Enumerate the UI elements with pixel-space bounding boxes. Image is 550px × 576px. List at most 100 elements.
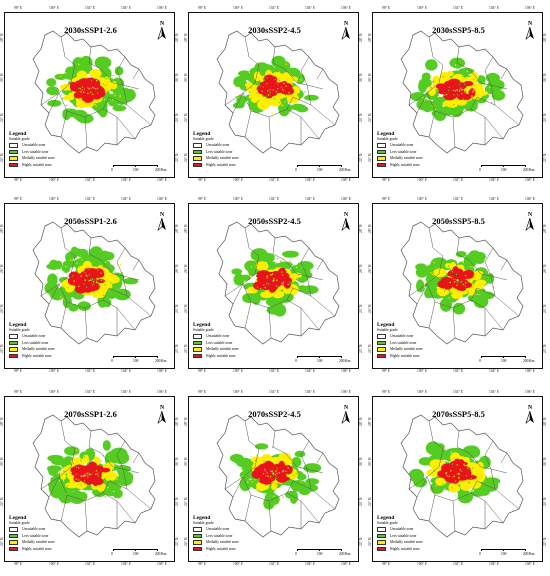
- less-suitable-area: [48, 466, 57, 476]
- medially-suitable-area: [244, 82, 254, 88]
- latitude-label: 24° N: [543, 113, 547, 122]
- highly-suitable-area: [95, 88, 106, 98]
- less-suitable-area: [242, 293, 256, 304]
- medially-suitable-area: [257, 99, 270, 110]
- north-label: N: [527, 212, 533, 218]
- longitude-label: 102° E: [85, 178, 95, 182]
- longitude-label: 100° E: [417, 197, 427, 201]
- scale-unit: Km: [161, 359, 167, 363]
- legend-item: Unsuitable zone: [193, 333, 263, 340]
- prefecture-boundary: [272, 46, 286, 70]
- longitude-label: 98° E: [197, 390, 207, 394]
- panel-title: 2030sSSP2-4.5: [248, 25, 301, 35]
- longitude-label: 104° E: [489, 197, 499, 201]
- legend-swatch: [377, 546, 386, 551]
- top-longitude-axis: 98° E 100° E 102° E 104° E 106° E: [372, 197, 543, 203]
- less-suitable-area: [62, 108, 78, 118]
- prefecture-boundary: [60, 227, 76, 275]
- prefecture-boundary: [484, 440, 508, 474]
- longitude-label: 104° E: [489, 6, 499, 10]
- latitude-label: 22° N: [175, 153, 179, 162]
- bottom-longitude-axis: 98° E 100° E 102° E 104° E 106° E: [4, 369, 175, 375]
- prefecture-boundary: [116, 440, 140, 474]
- scale-tick-label: 100: [317, 552, 323, 556]
- province-boundary: [32, 221, 156, 345]
- less-suitable-area: [97, 251, 107, 264]
- legend-title: Legend: [377, 322, 395, 328]
- prefecture-boundary: [244, 420, 260, 468]
- longitude-label: 100° E: [49, 369, 59, 373]
- longitude-label: 102° E: [269, 197, 279, 201]
- right-latitude-axis: 28° N 26° N 24° N 22° N: [359, 12, 363, 178]
- legend-item: Highly suitable zone: [193, 353, 263, 360]
- medially-suitable-area: [84, 101, 95, 108]
- medially-suitable-area: [261, 292, 273, 299]
- legend-swatch: [9, 353, 18, 358]
- top-longitude-axis: 98° E 100° E 102° E 104° E 106° E: [188, 390, 359, 396]
- longitude-label: 104° E: [121, 562, 131, 566]
- scale-tick-label: 0: [295, 359, 297, 363]
- longitude-label: 102° E: [85, 369, 95, 373]
- longitude-label: 100° E: [417, 562, 427, 566]
- prefecture-boundary: [116, 56, 140, 90]
- medially-suitable-area: [472, 471, 486, 482]
- longitude-label: 98° E: [197, 178, 207, 182]
- legend-swatch: [193, 340, 202, 345]
- legend-swatch: [377, 162, 386, 167]
- right-latitude-axis: 28° N 26° N 24° N 22° N: [543, 396, 547, 562]
- less-suitable-area: [462, 445, 479, 458]
- scale-tick-label: 200: [339, 552, 345, 556]
- province-boundary: [32, 414, 156, 538]
- map-frame: 2070sSSP2-4.5 N Legend Suitable grade Unsuit…: [188, 396, 359, 562]
- legend-item: Medially suitable zone: [193, 539, 263, 546]
- longitude-label: 100° E: [417, 6, 427, 10]
- longitude-label: 98° E: [13, 6, 23, 10]
- latitude-label: 24° N: [543, 497, 547, 506]
- north-label: N: [159, 212, 165, 218]
- longitude-label: 98° E: [13, 178, 23, 182]
- medially-suitable-area: [255, 261, 269, 272]
- top-longitude-axis: 98° E 100° E 102° E 104° E 106° E: [4, 390, 175, 396]
- legend-label: Less suitable zone: [22, 533, 49, 538]
- legend-swatch: [377, 340, 386, 345]
- highly-suitable-area: [69, 81, 78, 92]
- legend-label: Medially suitable zone: [206, 347, 239, 352]
- longitude-label: 104° E: [489, 390, 499, 394]
- prefecture-boundary: [484, 116, 504, 140]
- medially-suitable-area: [62, 465, 72, 473]
- less-suitable-area: [296, 105, 309, 113]
- legend-item: Highly suitable zone: [377, 162, 447, 169]
- prefecture-boundary: [40, 92, 60, 106]
- prefecture-boundary: [484, 247, 508, 281]
- longitude-label: 98° E: [381, 390, 391, 394]
- less-suitable-area: [114, 288, 131, 301]
- longitude-label: 106° E: [525, 178, 535, 182]
- less-suitable-area: [47, 99, 62, 107]
- latitude-label: 24° N: [359, 497, 363, 506]
- prefecture-boundary: [268, 299, 302, 336]
- prefecture-boundary: [286, 96, 312, 110]
- longitude-label: 100° E: [49, 178, 59, 182]
- prefecture-boundary: [300, 440, 324, 474]
- north-arrow-icon: N: [156, 405, 168, 425]
- longitude-label: 100° E: [49, 562, 59, 566]
- province-boundary: [216, 30, 340, 154]
- bottom-longitude-axis: 98° E 100° E 102° E 104° E 106° E: [188, 369, 359, 375]
- highly-suitable-area: [453, 458, 462, 467]
- map-frame: 2050sSSP2-4.5 N Legend Suitable grade Unsuit…: [188, 203, 359, 369]
- highly-suitable-area: [93, 268, 104, 277]
- less-suitable-area: [282, 250, 299, 258]
- north-label: N: [527, 21, 533, 27]
- prefecture-boundary: [88, 430, 102, 454]
- legend-item: Less suitable zone: [377, 149, 447, 156]
- legend-item: Highly suitable zone: [193, 546, 263, 553]
- legend-swatch: [9, 334, 18, 339]
- legend-label: Unsuitable zone: [206, 334, 230, 339]
- legend-label: Unsuitable zone: [390, 334, 414, 339]
- legend-subtitle: Suitable grade: [377, 137, 398, 141]
- legend-swatch: [377, 334, 386, 339]
- legend: Legend Suitable grade Unsuitable zone Less …: [193, 515, 263, 552]
- prefecture-boundary: [470, 96, 496, 110]
- highly-suitable-area: [444, 92, 455, 98]
- medially-suitable-area: [89, 68, 102, 79]
